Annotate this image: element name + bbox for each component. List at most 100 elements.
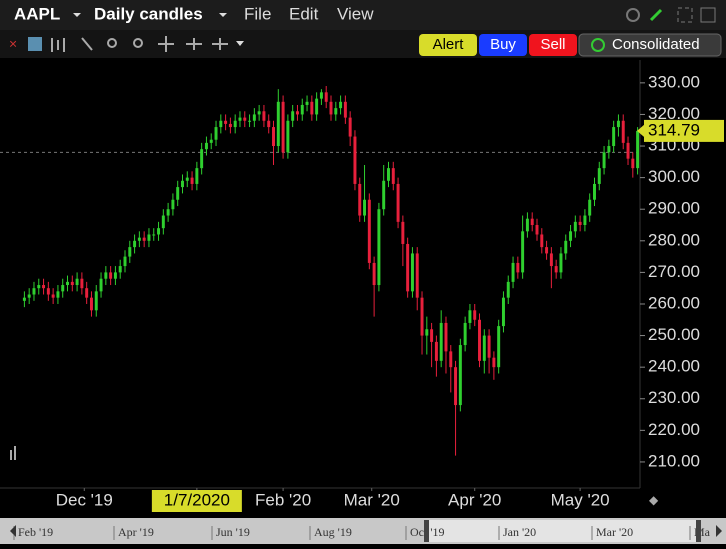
candle-body (32, 288, 36, 295)
candle-body (70, 281, 74, 286)
candle-body (85, 288, 89, 298)
candle-body (554, 266, 558, 273)
alert-label: Alert (433, 36, 465, 53)
symbol[interactable]: AAPL (14, 4, 60, 23)
candle-body (329, 101, 333, 115)
candle-body (152, 234, 156, 236)
candle-body (147, 234, 151, 241)
candle-body (616, 120, 620, 128)
settings-icon[interactable] (626, 8, 640, 22)
candle-body (94, 291, 98, 311)
candle-body (109, 272, 113, 279)
x-tick-label: May '20 (551, 490, 610, 509)
candle-body (612, 127, 616, 147)
candle-body (454, 367, 458, 406)
candle-body (176, 187, 180, 200)
drawing-tools[interactable] (51, 36, 228, 52)
y-tick-label: 220.00 (648, 420, 700, 439)
y-tick-label: 280.00 (648, 230, 700, 249)
candle-body (272, 127, 275, 147)
candle-body (626, 142, 630, 159)
navigator-window[interactable] (426, 520, 698, 542)
candle-body (181, 180, 184, 188)
candle-body (46, 288, 50, 295)
x-tick-label: Mar '20 (344, 490, 400, 509)
candle-body (42, 285, 46, 289)
candle-body (463, 322, 467, 346)
candle-body (224, 120, 228, 124)
candle-body (157, 228, 161, 235)
candle-body (238, 117, 242, 121)
title-bar (0, 0, 726, 30)
candle-body (276, 101, 280, 147)
sell-label: Sell (540, 36, 565, 53)
candle-body (123, 256, 127, 267)
candle-body (291, 111, 295, 121)
period[interactable]: Daily candles (94, 4, 203, 23)
candle-body (535, 225, 539, 235)
candle-body (281, 101, 285, 153)
menu-view[interactable]: View (337, 4, 374, 23)
dropdown-arrow (73, 13, 81, 17)
candle-body (56, 291, 60, 298)
expand-icon[interactable] (677, 7, 693, 23)
candle-body (315, 98, 319, 115)
candle-body (324, 92, 328, 102)
x-tick-label: Dec '19 (56, 490, 113, 509)
candle-body (607, 146, 611, 153)
candle-body (497, 326, 501, 368)
candle-body (61, 285, 65, 292)
candle-body (449, 351, 453, 368)
candle-body (200, 149, 204, 169)
candle-body (458, 345, 462, 406)
candle-body (631, 158, 635, 169)
candle-body (300, 104, 304, 115)
menu-file[interactable]: File (244, 4, 271, 23)
candle-body (27, 294, 31, 298)
y-tick-label: 330.00 (648, 72, 700, 91)
candle-body (593, 183, 596, 200)
candle-body (602, 152, 606, 169)
close-icon[interactable]: × (9, 36, 17, 52)
candle-body (104, 272, 108, 279)
consolidated-label: Consolidated (612, 36, 700, 53)
candle-body (166, 209, 170, 216)
navigator-label: Aug '19 (314, 525, 352, 539)
candle-body (89, 297, 93, 311)
candle-body (420, 297, 424, 336)
candle-body (185, 177, 189, 181)
crosshair-date-box (151, 490, 242, 512)
scroll-right (716, 525, 722, 537)
alert-button[interactable] (419, 34, 477, 56)
candle-body (286, 120, 290, 153)
buy-label: Buy (490, 36, 516, 53)
text-tool[interactable] (28, 37, 42, 51)
y-tick-label: 290.00 (648, 199, 700, 218)
candle-body (636, 130, 640, 169)
candle-body (564, 240, 568, 254)
sell-button[interactable] (529, 34, 577, 56)
candle-body (252, 114, 256, 121)
menu-edit[interactable]: Edit (289, 4, 319, 23)
buy-button[interactable] (479, 34, 527, 56)
candle-body (444, 322, 448, 352)
candle-body (66, 281, 69, 286)
candle-body (516, 262, 520, 273)
candle-body (487, 335, 491, 358)
candle-body (243, 117, 247, 121)
last-price-pointer (637, 124, 644, 137)
scroll-left (10, 525, 16, 537)
candle-body (425, 329, 429, 336)
candle-body (387, 168, 390, 181)
window-icon[interactable] (700, 7, 716, 23)
candle-body (559, 253, 563, 273)
link-icon[interactable] (649, 8, 663, 22)
candle-body (233, 120, 237, 128)
candle-body (540, 234, 544, 248)
consolidated-button[interactable] (578, 33, 722, 57)
navigator-label: Apr '19 (118, 525, 154, 539)
x-tick-label: 1/7/2020 (164, 490, 230, 509)
candle-body (525, 218, 529, 232)
candle-body (133, 240, 137, 248)
candle-body (501, 297, 505, 327)
